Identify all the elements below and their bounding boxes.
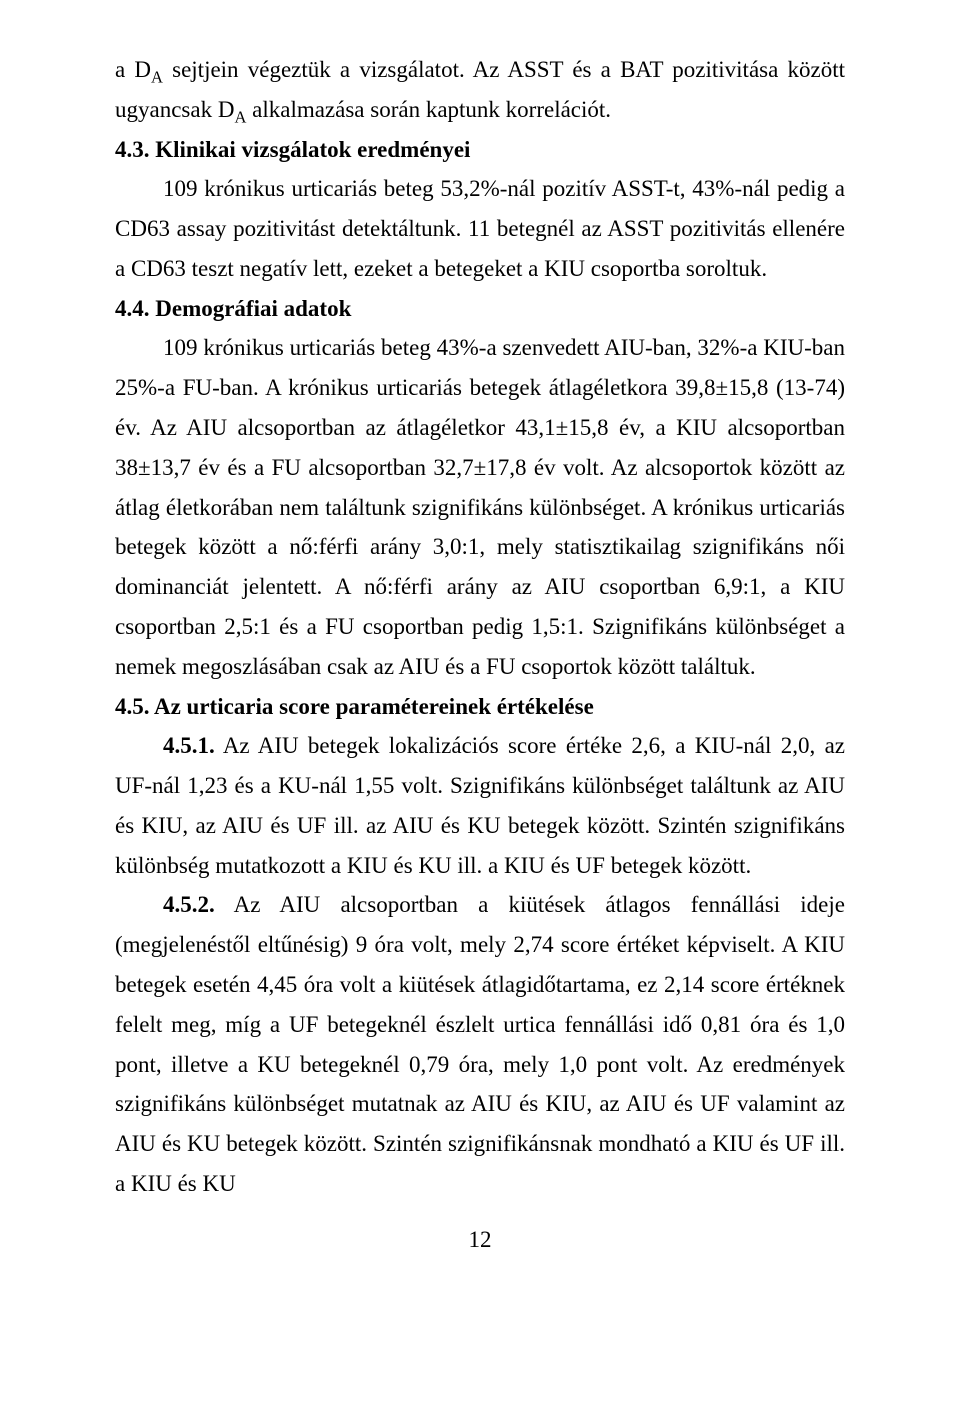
paragraph-4-3: 109 krónikus urticariás beteg 53,2%-nál …: [115, 169, 845, 288]
paragraph-4-5-1: 4.5.1. Az AIU betegek lokalizációs score…: [115, 726, 845, 885]
text: alkalmazása során kaptunk korrelációt.: [246, 97, 611, 122]
paragraph-4-5-2: 4.5.2. Az AIU alcsoportban a kiütések át…: [115, 885, 845, 1203]
paragraph-intro: a DA sejtjein végeztük a vizsgálatot. Az…: [115, 50, 845, 130]
page-number: 12: [115, 1220, 845, 1260]
heading-4-5-2: 4.5.2.: [163, 892, 215, 917]
text: Az AIU alcsoportban a kiütések átlagos f…: [115, 892, 845, 1195]
document-page: a DA sejtjein végeztük a vizsgálatot. Az…: [0, 0, 960, 1408]
heading-4-5: 4.5. Az urticaria score paramétereinek é…: [115, 687, 845, 727]
subscript: A: [151, 68, 163, 87]
heading-4-4: 4.4. Demográfiai adatok: [115, 289, 845, 329]
heading-4-3: 4.3. Klinikai vizsgálatok eredményei: [115, 130, 845, 170]
subscript: A: [234, 107, 246, 126]
paragraph-4-4: 109 krónikus urticariás beteg 43%-a szen…: [115, 328, 845, 686]
text: Az AIU betegek lokalizációs score értéke…: [115, 733, 845, 877]
text: a D: [115, 57, 151, 82]
heading-4-5-1: 4.5.1.: [163, 733, 215, 758]
